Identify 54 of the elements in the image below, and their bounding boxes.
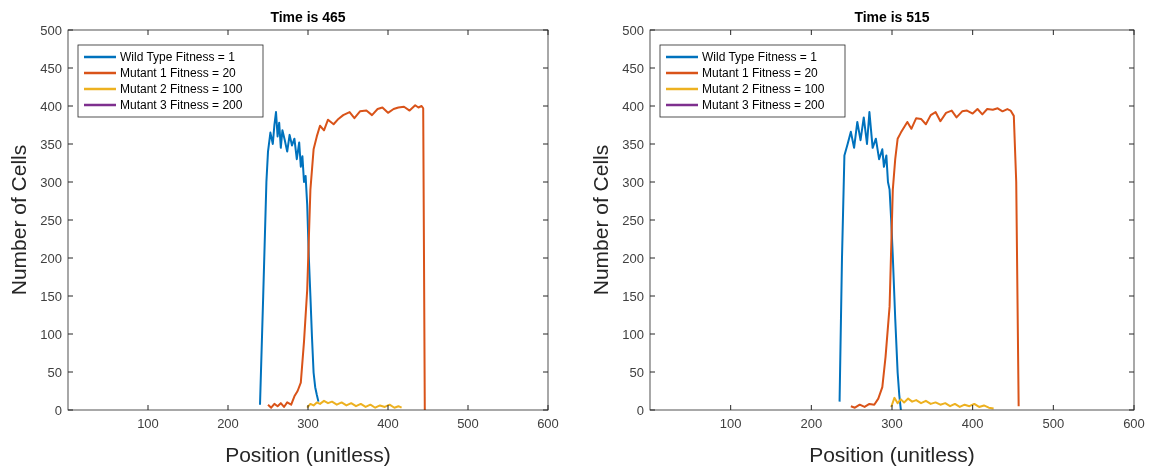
line-series	[306, 399, 403, 409]
x-tick-label: 300	[297, 416, 319, 431]
line-series	[890, 396, 995, 410]
line-series	[259, 111, 320, 406]
x-axis-title: Position (unitless)	[225, 443, 391, 466]
y-tick-label: 250	[622, 212, 644, 228]
y-tick-label: 350	[40, 136, 62, 152]
legend-label: Wild Type Fitness = 1	[120, 50, 236, 64]
y-axis-title: Number of Cells	[589, 144, 612, 296]
x-tick-label: 300	[881, 416, 903, 431]
legend-label: Mutant 2 Fitness = 100	[702, 82, 825, 96]
y-tick-label: 0	[54, 402, 62, 418]
y-tick-label: 200	[40, 250, 62, 266]
y-tick-label: 200	[622, 250, 644, 266]
y-tick-label: 450	[622, 60, 644, 76]
x-tick-label: 400	[377, 416, 399, 431]
y-tick-label: 500	[622, 22, 644, 38]
line-series	[849, 107, 1020, 409]
y-tick-label: 150	[40, 288, 62, 304]
legend-label: Wild Type Fitness = 1	[702, 50, 818, 64]
y-tick-label: 100	[622, 326, 644, 342]
legend-label: Mutant 1 Fitness = 20	[120, 66, 237, 80]
y-tick-label: 450	[40, 60, 62, 76]
legend-label: Mutant 3 Fitness = 200	[120, 98, 243, 112]
x-tick-label: 200	[217, 416, 239, 431]
line-series	[267, 104, 426, 411]
y-axis-title: Number of Cells	[7, 144, 30, 296]
chart-title: Time is 515	[854, 9, 930, 25]
x-tick-label: 500	[457, 416, 479, 431]
y-tick-label: 400	[622, 98, 644, 114]
y-tick-label: 50	[629, 364, 644, 380]
y-tick-label: 350	[622, 136, 644, 152]
legend-label: Mutant 2 Fitness = 100	[120, 82, 243, 96]
y-tick-label: 150	[622, 288, 644, 304]
y-tick-label: 300	[622, 174, 644, 190]
y-tick-label: 100	[40, 326, 62, 342]
y-tick-label: 300	[40, 174, 62, 190]
x-tick-label: 100	[719, 416, 742, 431]
y-tick-label: 400	[40, 98, 62, 114]
line-series	[838, 111, 902, 411]
x-tick-label: 600	[1123, 416, 1145, 431]
x-axis-title: Position (unitless)	[809, 443, 975, 466]
x-tick-label: 500	[1042, 416, 1065, 431]
x-tick-label: 200	[800, 416, 823, 431]
x-tick-label: 600	[537, 416, 559, 431]
y-tick-label: 500	[40, 22, 62, 38]
y-tick-label: 50	[47, 364, 62, 380]
x-tick-label: 400	[961, 416, 984, 431]
chart-title: Time is 465	[270, 9, 346, 25]
legend-label: Mutant 1 Fitness = 20	[702, 66, 819, 80]
legend-label: Mutant 3 Fitness = 200	[702, 98, 825, 112]
y-tick-label: 0	[636, 402, 644, 418]
y-tick-label: 250	[40, 212, 62, 228]
x-tick-label: 100	[137, 416, 159, 431]
